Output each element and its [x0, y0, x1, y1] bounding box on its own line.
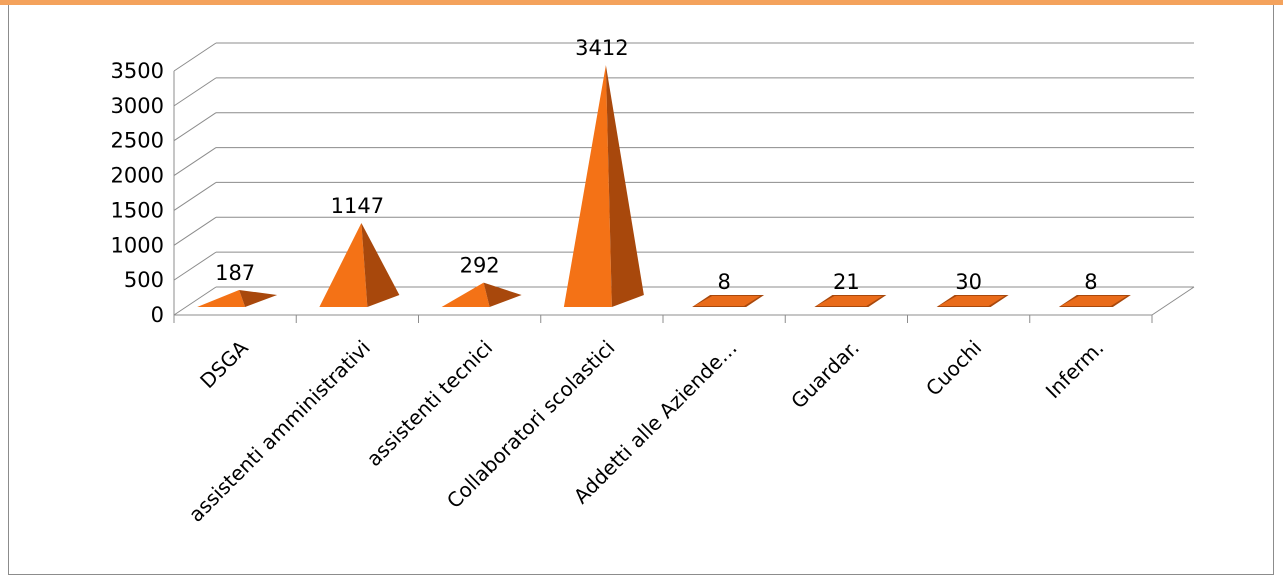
y-tick-label: 2500 [111, 129, 164, 153]
pyramid-top [816, 296, 883, 306]
pyramid-front-face [563, 65, 612, 307]
data-label: 3412 [575, 36, 628, 60]
grid-diagonal [173, 77, 217, 107]
grid-diagonal [173, 182, 217, 211]
category-label: Inferm. [1041, 336, 1109, 404]
category-label: assistenti tecnici [362, 336, 497, 471]
pyramid-side-face [239, 289, 278, 307]
pyramid-bar [319, 223, 400, 307]
pyramid-side-face [605, 65, 644, 307]
data-label: 21 [833, 270, 860, 294]
grid-diagonal [173, 286, 217, 316]
category-label: Cuochi [921, 336, 986, 401]
floor-right-edge [1151, 286, 1195, 316]
data-label: 292 [460, 254, 500, 278]
pyramid-bar [1058, 295, 1131, 307]
data-label: 8 [717, 270, 730, 294]
chart-frame [8, 5, 1274, 575]
category-label: DSGA [195, 335, 253, 393]
pyramid-front-face [441, 282, 490, 307]
grid-diagonal [173, 216, 217, 246]
data-label: 30 [955, 270, 982, 294]
data-label: 187 [215, 261, 255, 285]
grid-diagonal [173, 42, 217, 72]
pyramid-bar [197, 289, 278, 307]
pyramid-bar [563, 65, 644, 307]
data-label: 8 [1084, 270, 1097, 294]
grid-diagonal [173, 251, 217, 281]
pyramid-bar [692, 295, 765, 307]
pyramid-top [694, 296, 761, 306]
y-tick-label: 1500 [111, 198, 164, 222]
pyramid-side-face [361, 223, 400, 307]
data-label: 1147 [331, 194, 384, 218]
pyramid-bar [936, 295, 1009, 307]
category-label: Guardar. [786, 336, 864, 414]
grid-diagonal [173, 147, 217, 176]
pyramid-front-face [319, 223, 368, 307]
pyramid-side-face [483, 282, 522, 307]
pyramid-top [1060, 296, 1127, 306]
y-tick-label: 3000 [111, 94, 164, 118]
bar-layer [197, 65, 1131, 307]
grid-diagonal [173, 112, 217, 142]
y-tick-label: 0 [151, 303, 164, 327]
y-tick-label: 3500 [111, 59, 164, 83]
y-tick-label: 2000 [111, 164, 164, 188]
y-tick-label: 1000 [111, 233, 164, 257]
pyramid-front-face [197, 289, 246, 307]
pyramid-top [938, 296, 1005, 306]
pyramid-bar [441, 282, 522, 307]
y-tick-label: 500 [124, 268, 164, 292]
grid-layer [173, 42, 1195, 323]
top-accent-rule [0, 0, 1283, 5]
pyramid-bar [814, 295, 887, 307]
